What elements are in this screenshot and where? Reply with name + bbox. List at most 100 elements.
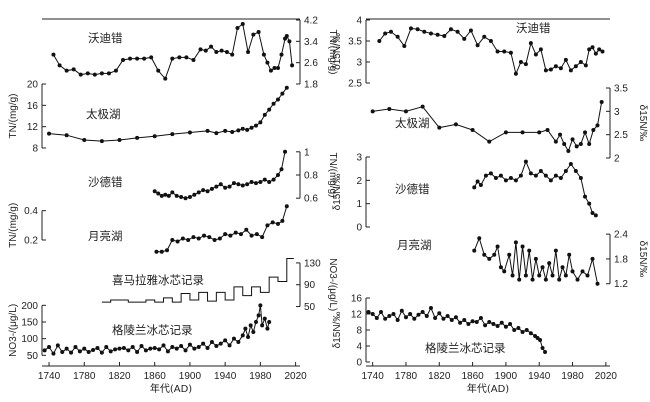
y-tick-label: 2 [356,176,362,187]
data-point [135,56,140,61]
data-point [422,29,427,34]
data-point [268,68,273,73]
data-point [495,324,500,328]
data-point [214,184,219,189]
data-point [245,182,250,187]
data-point [472,248,477,253]
data-point [548,178,553,183]
data-point [498,173,503,178]
y-tick-label: 2.5 [614,130,628,141]
x-tick-label: 2020 [595,371,618,382]
y-tick-label: 1 [356,199,362,210]
data-point [437,311,442,316]
data-point [240,22,245,26]
data-point [260,323,265,328]
data-point [230,130,235,134]
data-point [260,235,265,240]
data-point [518,60,523,64]
data-point [403,109,408,114]
data-point [161,343,166,348]
data-point [543,173,548,178]
data-point [139,344,144,348]
data-point [163,76,168,81]
x-tick-label: 1860 [461,371,484,382]
data-point [587,201,592,206]
data-point [99,71,104,76]
data-point [267,179,272,184]
data-point [412,316,417,321]
data-point [279,167,284,172]
data-point [530,277,535,282]
data-point [287,39,292,44]
data-point [95,346,100,350]
data-point [78,72,83,77]
data-point [462,36,467,41]
data-point [108,349,113,354]
y-tick-label: 3.5 [348,37,362,48]
data-point [540,265,545,270]
data-point [240,333,245,338]
y-axis-label: TN/(mg/g) [8,94,19,139]
data-point [175,239,180,244]
data-point [205,128,210,133]
data-point [99,139,104,144]
data-point [184,55,189,60]
data-point [223,338,228,343]
data-point [198,47,203,52]
data-point [57,63,62,68]
data-point [231,181,236,186]
data-point [518,173,523,178]
data-point [538,47,543,52]
data-point [578,142,583,146]
data-point [374,316,379,320]
y-axis-label: NO3-/(μg/L) [327,258,338,311]
data-point [508,176,513,180]
data-point [177,55,182,60]
data-point [205,189,210,194]
data-point [42,348,47,353]
y-tick-label: 1.8 [304,80,318,91]
x-tick-label: 1900 [179,371,202,382]
data-point [503,178,508,183]
data-point [570,137,575,142]
y-tick-label: 3 [356,58,362,69]
data-point [570,269,575,274]
data-point [159,249,164,254]
data-point [488,39,493,43]
data-point [271,177,276,182]
data-point [560,265,565,270]
data-point [593,213,598,218]
data-point [240,126,245,131]
x-tick-label: 1940 [528,371,551,382]
data-point [275,97,280,102]
data-point [487,139,492,144]
data-point [523,62,528,67]
data-point [183,348,188,353]
data-point [533,173,538,178]
data-point [214,50,219,54]
data-point [272,66,277,70]
data-point [455,29,460,34]
y-tick-label: 150 [21,318,38,329]
data-point [156,68,161,73]
data-point [279,52,284,57]
data-point [474,320,479,324]
data-point [508,322,513,326]
data-point [196,190,201,195]
data-point [217,236,222,241]
data-point [428,306,433,310]
data-point [600,49,605,54]
data-point [82,138,87,142]
data-point [377,39,382,43]
x-tick-label: 2020 [284,371,307,382]
data-point [395,34,400,39]
data-point [553,139,558,144]
data-point [491,322,496,326]
data-point [537,273,542,278]
data-point [191,58,196,62]
data-point [192,346,197,351]
series-label: 格陵兰冰芯记录 [425,341,506,355]
data-point [121,346,126,350]
data-point [468,28,473,33]
data-point [209,340,214,344]
